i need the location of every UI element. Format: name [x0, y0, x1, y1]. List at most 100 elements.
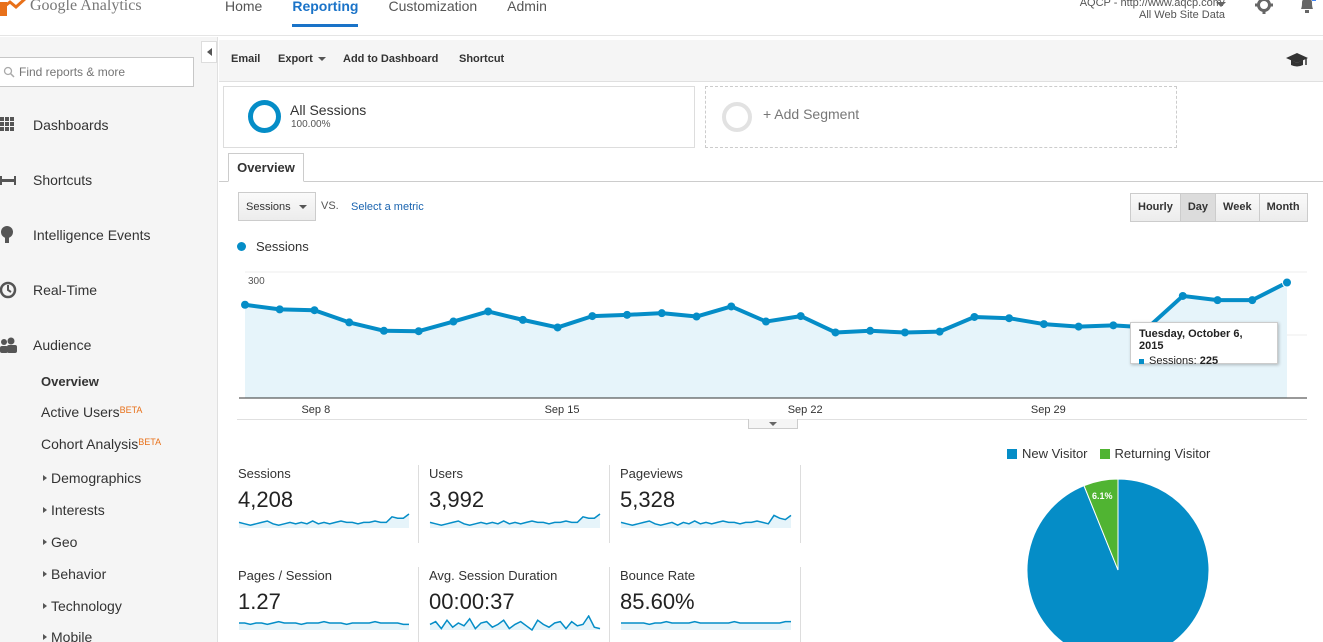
account-dropdown-icon[interactable] [1216, 2, 1226, 7]
data-point[interactable] [275, 305, 284, 314]
sidebar-sub-behavior[interactable]: Behavior [43, 565, 106, 583]
x-tick-label: Sep 8 [301, 404, 330, 416]
visitor-pie-chart[interactable]: 6.1% [1026, 479, 1210, 642]
granularity-day[interactable]: Day [1180, 194, 1217, 221]
sidebar-sub-active-users[interactable]: Active UsersBETA [41, 403, 142, 421]
expand-arrow-icon [43, 603, 47, 610]
data-point[interactable] [414, 327, 423, 336]
data-point[interactable] [518, 315, 527, 324]
sidebar-item-dashboards[interactable]: Dashboards [0, 114, 109, 136]
sparkline-area [430, 616, 600, 630]
scorecard-users[interactable]: Users 3,992 [429, 466, 607, 548]
data-point[interactable] [1109, 321, 1118, 330]
sidebar-item-intelligence[interactable]: Intelligence Events [0, 224, 151, 246]
pie-slice-returning-visitor[interactable] [1083, 479, 1119, 571]
segment-all-sessions[interactable]: All Sessions 100.00% [223, 86, 695, 148]
sidebar-sub-technology[interactable]: Technology [43, 597, 122, 615]
scorecard-sessions[interactable]: Sessions 4,208 [238, 466, 416, 548]
sidebar-sub-mobile[interactable]: Mobile [43, 628, 92, 642]
graduation-cap-icon[interactable] [1286, 52, 1308, 68]
granularity-month[interactable]: Month [1259, 194, 1307, 221]
expand-arrow-icon [43, 634, 47, 641]
data-point[interactable] [692, 312, 701, 321]
sidebar-sub-cohort-analysis[interactable]: Cohort AnalysisBETA [41, 435, 161, 453]
sidebar-item-shortcuts[interactable]: Shortcuts [0, 169, 92, 191]
data-point[interactable] [1074, 322, 1083, 331]
scorecard-avg-session-duration[interactable]: Avg. Session Duration 00:00:37 [429, 568, 607, 642]
nav-admin[interactable]: Admin [507, 0, 547, 14]
data-point[interactable] [345, 318, 354, 327]
gear-icon[interactable] [1255, 0, 1273, 14]
data-point[interactable] [900, 328, 909, 337]
data-point[interactable] [310, 306, 319, 315]
sidebar-item-audience[interactable]: Audience [0, 334, 91, 356]
data-point[interactable] [241, 300, 249, 309]
granularity-week[interactable]: Week [1216, 194, 1260, 221]
tab-overview[interactable]: Overview [228, 153, 304, 182]
data-point[interactable] [1248, 296, 1257, 305]
sparkline [620, 514, 792, 528]
data-point[interactable] [588, 312, 597, 321]
sidebar-item-realtime[interactable]: Real-Time [0, 279, 97, 301]
sparkline-line [239, 620, 409, 626]
granularity-hourly[interactable]: Hourly [1131, 194, 1181, 221]
expand-arrow-icon [43, 507, 47, 514]
add-segment-button[interactable]: + Add Segment [705, 86, 1177, 148]
email-button[interactable]: Email [231, 53, 261, 65]
sidebar-sub-overview[interactable]: Overview [41, 373, 99, 391]
search-input[interactable] [19, 65, 189, 79]
segment-ring-icon [248, 100, 281, 133]
scorecard-pages-per-session[interactable]: Pages / Session 1.27 [238, 568, 416, 642]
scorecard-bounce-rate[interactable]: Bounce Rate 85.60% [620, 568, 798, 642]
search-box[interactable] [0, 57, 194, 87]
scorecard-divider [418, 465, 419, 543]
data-point[interactable] [484, 307, 493, 316]
collapse-sidebar-button[interactable] [201, 41, 217, 63]
add-to-dashboard-button[interactable]: Add to Dashboard [343, 53, 439, 65]
data-point[interactable] [553, 323, 562, 332]
data-point[interactable] [449, 317, 458, 326]
data-point[interactable] [796, 312, 805, 321]
sparkline [621, 620, 791, 630]
sidebar-sub-label: Active Users [41, 404, 120, 420]
data-point[interactable] [1005, 314, 1014, 323]
pie-legend-label: New Visitor [1022, 446, 1088, 461]
pie-legend-new[interactable]: New Visitor [1007, 446, 1088, 461]
shortcut-button[interactable]: Shortcut [459, 53, 505, 65]
data-point[interactable] [935, 327, 944, 336]
data-point[interactable] [727, 302, 736, 311]
ga-logo[interactable]: Google Analytics [0, 0, 142, 16]
select-metric-link[interactable]: Select a metric [351, 201, 424, 213]
nav-reporting[interactable]: Reporting [292, 0, 359, 27]
nav-customization[interactable]: Customization [388, 0, 478, 14]
data-point[interactable] [623, 310, 632, 319]
data-point[interactable] [1282, 277, 1292, 288]
data-point[interactable] [379, 326, 388, 335]
sessions-area [245, 282, 1287, 398]
metric-select[interactable]: Sessions [238, 192, 316, 221]
bell-icon[interactable] [1298, 0, 1316, 14]
sidebar-sub-interests[interactable]: Interests [43, 501, 105, 519]
data-point[interactable] [762, 317, 770, 326]
chart-resize-handle[interactable] [748, 419, 798, 429]
sidebar-sub-geo[interactable]: Geo [43, 533, 77, 551]
sidebar-sub-demographics[interactable]: Demographics [43, 469, 141, 487]
scorecard-pageviews[interactable]: Pageviews 5,328 [620, 466, 798, 548]
nav-home[interactable]: Home [225, 0, 263, 14]
data-point[interactable] [657, 309, 666, 318]
pie-legend-returning[interactable]: Returning Visitor [1099, 446, 1210, 461]
sidebar-sub-label: Interests [51, 502, 105, 518]
search-icon [3, 66, 15, 78]
data-point[interactable] [1039, 320, 1048, 329]
y-tick-label: 300 [248, 276, 265, 287]
account-selector[interactable]: AQCP - http://www.aqcp.com/ All Web Site… [1080, 0, 1225, 21]
scorecard-label: Users [429, 466, 463, 481]
data-point[interactable] [866, 326, 875, 335]
granularity-toggle: Hourly Day Week Month [1130, 193, 1308, 222]
data-point[interactable] [1178, 291, 1187, 300]
export-button[interactable]: Export [278, 53, 326, 65]
data-point[interactable] [831, 328, 840, 337]
data-point[interactable] [1213, 296, 1222, 305]
data-point[interactable] [970, 312, 979, 321]
